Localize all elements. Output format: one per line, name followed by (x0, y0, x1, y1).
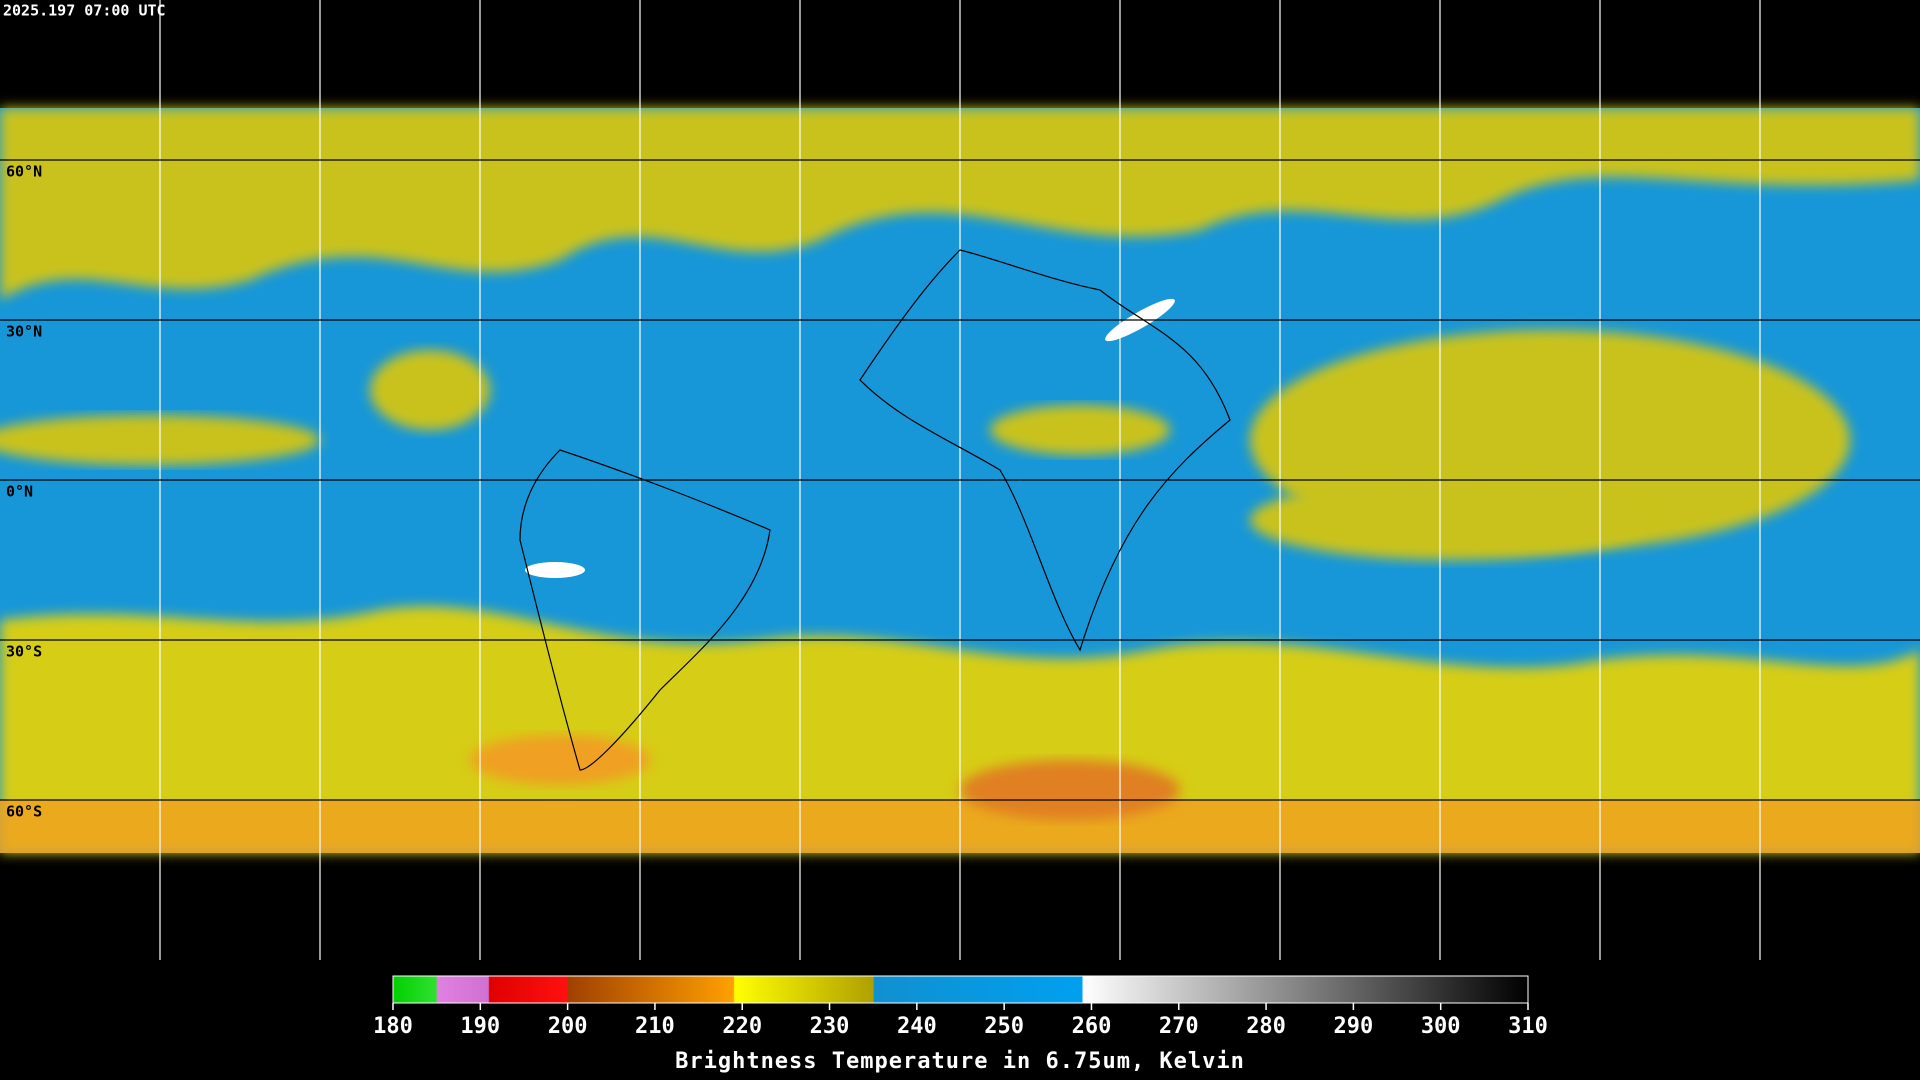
latitude-label: 60°N (6, 163, 42, 181)
colorbar (392, 975, 1529, 1004)
colorbar-tick-label: 300 (1421, 1014, 1461, 1039)
colorbar-tick-label: 280 (1246, 1014, 1286, 1039)
colorbar-tick-label: 250 (984, 1014, 1024, 1039)
latitude-label: 60°S (6, 803, 42, 821)
latitude-label: 30°N (6, 323, 42, 341)
graticule-lat (0, 159, 1920, 801)
colorbar-tick-label: 240 (897, 1014, 937, 1039)
latitude-labels: 60°N 30°N 0°N 30°S 60°S (6, 163, 42, 821)
latitude-label: 0°N (6, 483, 33, 501)
latitude-label: 30°S (6, 643, 42, 661)
colorbar-tick-label: 270 (1159, 1014, 1199, 1039)
coastline (519, 249, 1231, 771)
colorbar-title: Brightness Temperature in 6.75um, Kelvin (675, 1049, 1245, 1074)
colorbar-tick-label: 230 (810, 1014, 850, 1039)
colorbar-tick-label: 210 (635, 1014, 675, 1039)
colorbar-tick-label: 220 (722, 1014, 762, 1039)
colorbar-tick-label: 310 (1508, 1014, 1548, 1039)
colorbar-tick-label: 200 (548, 1014, 588, 1039)
colorbar-tick-label: 190 (460, 1014, 500, 1039)
colorbar-tick-label: 260 (1072, 1014, 1112, 1039)
timestamp: 2025.197 07:00 UTC (3, 2, 166, 20)
colorbar-tick-label: 180 (373, 1014, 413, 1039)
colorbar-tick-label: 290 (1334, 1014, 1374, 1039)
colorbar-ticks: 180 190 200 210 220 230 240 250 260 270 280 290 300 3… (373, 1003, 1548, 1039)
